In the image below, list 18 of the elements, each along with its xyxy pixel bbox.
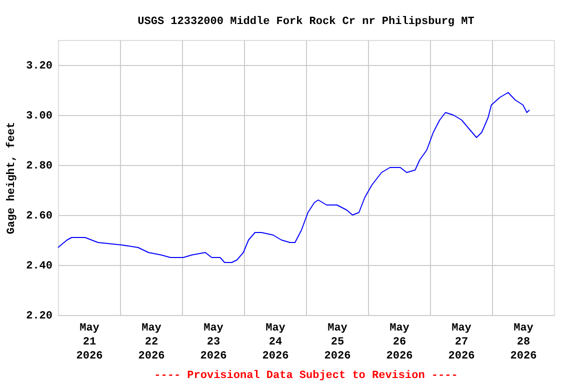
x-tick-label: May 22 2026 (138, 322, 165, 362)
y-tick-label: 3.20 (26, 60, 52, 72)
x-tick-label: May 21 2026 (76, 322, 103, 362)
chart-title: USGS 12332000 Middle Fork Rock Cr nr Philipsburg MT (138, 16, 475, 28)
y-tick-label: 2.80 (26, 160, 52, 172)
x-tick-label: May 27 2026 (448, 322, 475, 362)
x-tick-label: May 26 2026 (386, 322, 413, 362)
y-tick-label: 2.40 (26, 260, 52, 272)
y-tick-label: 3.00 (26, 110, 52, 122)
line-series (58, 92, 530, 263)
text: ---- Provisional Data Subject to Revision ---- (154, 370, 458, 382)
x-tick-label: May 23 2026 (200, 322, 227, 362)
y-tick-label: 2.60 (26, 210, 52, 222)
y-tick-label: 2.20 (26, 310, 52, 322)
y-axis-title: Gage height, feet (5, 122, 18, 234)
x-tick-label: May 28 2026 (510, 322, 537, 362)
x-tick-label: May 25 2026 (324, 322, 351, 362)
x-tick-label: May 24 2026 (262, 322, 289, 362)
